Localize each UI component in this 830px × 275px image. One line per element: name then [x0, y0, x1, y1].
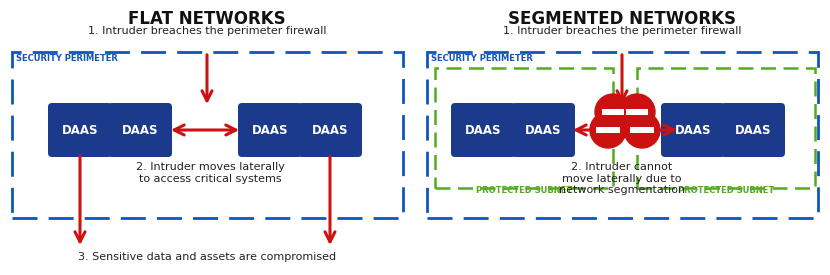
FancyBboxPatch shape [721, 103, 785, 157]
Text: DAAS: DAAS [251, 123, 288, 136]
FancyBboxPatch shape [511, 103, 575, 157]
FancyBboxPatch shape [596, 126, 620, 133]
Bar [435, 68, 613, 188]
Text: 1. Intruder breaches the perimeter firewall: 1. Intruder breaches the perimeter firew… [88, 26, 326, 36]
Bar [637, 68, 815, 188]
Text: FLAT NETWORKS: FLAT NETWORKS [128, 10, 286, 28]
Text: 2. Intruder cannot
move laterally due to
network segmentation: 2. Intruder cannot move laterally due to… [559, 162, 685, 195]
Circle shape [619, 94, 655, 130]
Bar [427, 52, 818, 218]
Text: SECURITY PERIMETER: SECURITY PERIMETER [431, 54, 533, 63]
Text: SEGMENTED NETWORKS: SEGMENTED NETWORKS [508, 10, 736, 28]
FancyBboxPatch shape [602, 109, 624, 115]
Circle shape [624, 112, 660, 148]
Bar [12, 52, 403, 218]
Text: PROTECTED SUBNET: PROTECTED SUBNET [476, 186, 572, 195]
Text: SECURITY PERIMETER: SECURITY PERIMETER [16, 54, 118, 63]
FancyBboxPatch shape [108, 103, 172, 157]
Text: DAAS: DAAS [675, 123, 711, 136]
Text: 2. Intruder moves laterally
to access critical systems: 2. Intruder moves laterally to access cr… [135, 162, 285, 184]
Text: 1. Intruder breaches the perimeter firewall: 1. Intruder breaches the perimeter firew… [503, 26, 741, 36]
FancyBboxPatch shape [298, 103, 362, 157]
Text: PROTECTED SUBNET: PROTECTED SUBNET [678, 186, 774, 195]
Circle shape [590, 112, 626, 148]
FancyBboxPatch shape [48, 103, 112, 157]
Text: DAAS: DAAS [735, 123, 771, 136]
FancyBboxPatch shape [451, 103, 515, 157]
FancyBboxPatch shape [630, 126, 654, 133]
FancyBboxPatch shape [661, 103, 725, 157]
Circle shape [595, 94, 631, 130]
Text: DAAS: DAAS [61, 123, 98, 136]
Text: DAAS: DAAS [525, 123, 561, 136]
FancyBboxPatch shape [626, 109, 648, 115]
Text: 3. Sensitive data and assets are compromised: 3. Sensitive data and assets are comprom… [78, 252, 336, 262]
Text: DAAS: DAAS [312, 123, 349, 136]
Text: DAAS: DAAS [465, 123, 501, 136]
Text: DAAS: DAAS [122, 123, 159, 136]
FancyBboxPatch shape [238, 103, 302, 157]
